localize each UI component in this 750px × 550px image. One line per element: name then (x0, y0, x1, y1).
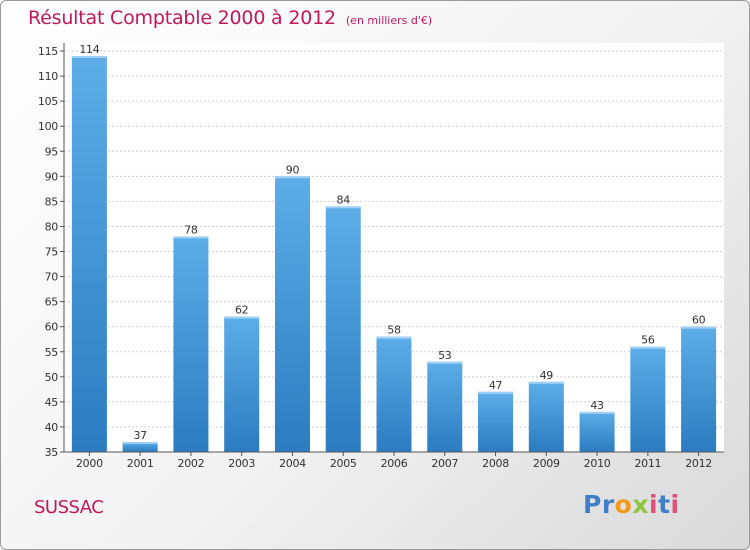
bar (478, 391, 514, 452)
data-label: 60 (692, 314, 706, 327)
y-tick-label: 90 (45, 170, 59, 183)
data-label: 84 (337, 193, 351, 206)
bars: 114 37 78 62 90 84 58 53 47 49 43 56 60 (71, 43, 717, 452)
bar-highlight (325, 206, 361, 209)
x-tick-label: 2001 (127, 457, 154, 470)
x-tick-label: 2010 (584, 457, 611, 470)
bar (630, 346, 666, 452)
x-tick-label: 2000 (76, 457, 103, 470)
data-label: 47 (489, 379, 503, 392)
bar (528, 381, 564, 452)
y-tick-label: 115 (38, 45, 58, 58)
logo-letter: r (601, 490, 615, 519)
x-tick-label: 2004 (279, 457, 306, 470)
x-tick-label: 2011 (634, 457, 661, 470)
y-tick-label: 100 (38, 120, 58, 133)
bar (427, 361, 463, 452)
bar-highlight (528, 381, 564, 384)
logo-letter: x (632, 490, 649, 519)
data-label: 37 (133, 429, 147, 442)
x-tick-label: 2008 (482, 457, 509, 470)
title-block: Résultat Comptable 2000 à 2012 (en millie… (28, 7, 432, 29)
x-tick-label: 2007 (431, 457, 458, 470)
city-name: SUSSAC (34, 497, 104, 518)
bar-highlight (427, 361, 463, 364)
data-label: 58 (387, 324, 401, 337)
chart-title: Résultat Comptable 2000 à 2012 (28, 7, 336, 29)
y-tick-label: 105 (38, 95, 58, 108)
x-tick-label: 2009 (533, 457, 560, 470)
data-label: 78 (184, 223, 198, 236)
data-label: 62 (235, 304, 248, 317)
data-label: 56 (641, 334, 655, 347)
bar (325, 206, 361, 452)
data-label: 114 (79, 43, 99, 56)
bar-highlight (71, 56, 107, 59)
logo-letter: i (649, 490, 659, 519)
data-label: 53 (438, 349, 452, 362)
x-axis: 2000 2001 2002 2003 2004 2005 2006 2007 2008 2009… (64, 451, 724, 470)
bar-highlight (173, 236, 209, 239)
bar-highlight (122, 441, 158, 444)
data-label: 43 (590, 399, 604, 412)
logo-letter: o (614, 490, 633, 519)
logo-letter: P (583, 490, 602, 519)
y-tick-label: 50 (45, 371, 59, 384)
x-tick-label: 2002 (178, 457, 205, 470)
bar-highlight (681, 326, 717, 329)
y-tick-label: 65 (45, 296, 59, 309)
bar-highlight (274, 176, 310, 179)
data-label: 90 (286, 163, 300, 176)
bar-highlight (376, 336, 412, 339)
bar (376, 336, 412, 452)
data-label: 49 (540, 369, 554, 382)
bar-highlight (579, 411, 615, 414)
bar (71, 56, 107, 452)
y-axis: 35 40 45 50 55 60 65 70 75 80 85 90 95 100 105 110 115 (38, 43, 65, 459)
bar (681, 326, 717, 452)
y-tick-label: 45 (45, 396, 59, 409)
logo-letter: t (658, 490, 671, 519)
y-tick-label: 110 (38, 70, 58, 83)
y-tick-label: 55 (45, 346, 59, 359)
bar (173, 236, 209, 452)
x-tick-label: 2003 (228, 457, 255, 470)
bar (224, 316, 260, 452)
y-tick-label: 60 (45, 321, 59, 334)
bar-highlight (630, 346, 666, 349)
y-tick-label: 35 (45, 446, 59, 459)
x-tick-label: 2006 (381, 457, 408, 470)
bar (274, 176, 310, 452)
y-tick-label: 75 (45, 246, 59, 259)
x-tick-label: 2005 (330, 457, 357, 470)
y-tick-label: 80 (45, 220, 59, 233)
chart-subtitle: (en milliers d'€) (345, 14, 433, 27)
y-tick-label: 70 (45, 271, 59, 284)
x-tick-label: 2012 (685, 457, 712, 470)
bar-highlight (478, 391, 514, 394)
bar (122, 441, 158, 452)
y-tick-label: 95 (45, 145, 59, 158)
y-tick-label: 40 (45, 421, 59, 434)
bar (579, 411, 615, 452)
proxiti-logo[interactable]: Proxiti (583, 490, 680, 519)
logo-letter: i (670, 490, 680, 519)
y-tick-label: 85 (45, 195, 59, 208)
bar-highlight (224, 316, 260, 319)
